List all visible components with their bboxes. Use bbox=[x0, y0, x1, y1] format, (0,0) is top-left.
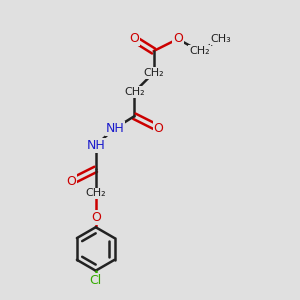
Text: NH: NH bbox=[86, 139, 105, 152]
Text: CH₂: CH₂ bbox=[85, 188, 106, 198]
Text: CH₂: CH₂ bbox=[143, 68, 164, 78]
Text: O: O bbox=[91, 211, 100, 224]
Text: O: O bbox=[154, 122, 164, 135]
Text: CH₂: CH₂ bbox=[124, 87, 145, 97]
Text: NH: NH bbox=[106, 122, 124, 135]
Text: Cl: Cl bbox=[90, 274, 102, 287]
Text: CH₂: CH₂ bbox=[189, 46, 210, 56]
Text: O: O bbox=[129, 32, 139, 46]
Text: O: O bbox=[67, 175, 76, 188]
Text: O: O bbox=[173, 32, 183, 46]
Text: CH₃: CH₃ bbox=[211, 34, 232, 44]
